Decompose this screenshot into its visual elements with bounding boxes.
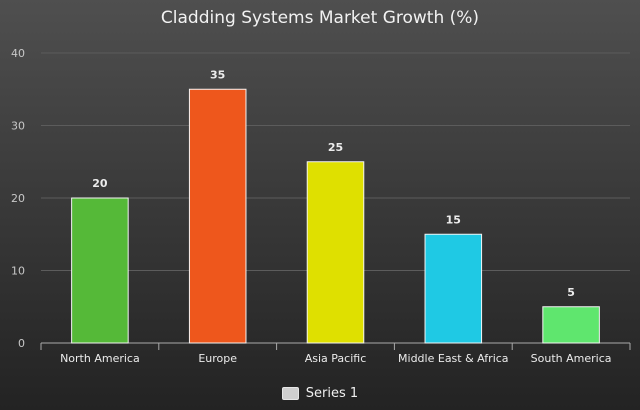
x-tick-label: Europe (198, 352, 237, 365)
data-label: 20 (92, 177, 108, 190)
legend-label: Series 1 (305, 386, 359, 401)
y-tick-label: 40 (11, 47, 25, 60)
x-tick-label: Middle East & Africa (398, 352, 509, 365)
x-tick-label: North America (60, 352, 140, 365)
data-label: 5 (567, 286, 575, 299)
bar (542, 306, 600, 344)
bar (306, 161, 365, 344)
y-tick-label: 0 (18, 337, 25, 350)
x-tick-label: South America (531, 352, 612, 365)
bar (424, 233, 483, 344)
chart-title: Cladding Systems Market Growth (%) (160, 8, 480, 28)
bar (71, 197, 129, 344)
legend-swatch (281, 387, 299, 400)
y-tick-label: 20 (11, 192, 25, 205)
legend[interactable]: Series 1 (0, 386, 640, 401)
data-label: 25 (328, 141, 343, 154)
y-tick-label: 10 (11, 265, 25, 278)
x-tick-label: Asia Pacific (305, 352, 367, 365)
data-label: 35 (210, 68, 225, 81)
bar (188, 88, 247, 344)
data-label: 15 (446, 213, 461, 226)
y-tick-label: 30 (11, 120, 25, 133)
